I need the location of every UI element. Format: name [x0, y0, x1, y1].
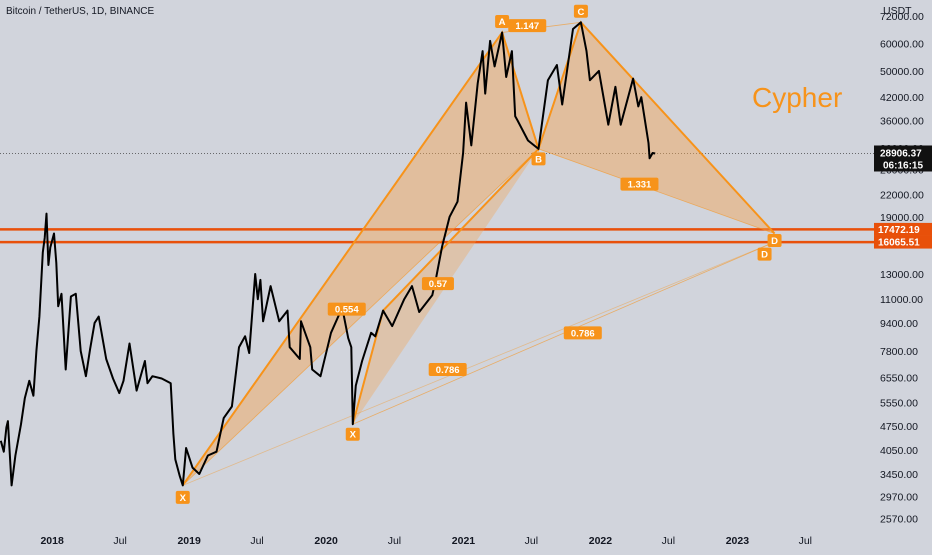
- y-tick-label: 60000.00: [880, 38, 924, 50]
- x-tick-label: 2019: [177, 535, 201, 547]
- point-label-x-bg: [175, 490, 190, 504]
- ratio-label: 0.786: [428, 363, 467, 377]
- ratio-label: 1.147: [508, 19, 547, 33]
- x-tick-label: Jul: [250, 535, 263, 547]
- x-tick-label: 2020: [314, 535, 338, 547]
- x-tick-label: Jul: [525, 535, 538, 547]
- price-series: [0, 21, 656, 487]
- point2-label-d-bg: [757, 247, 772, 261]
- level-price-text: 17472.19: [878, 225, 920, 236]
- y-tick-label: 19000.00: [880, 212, 924, 224]
- harmonic-patterns: [181, 20, 776, 486]
- point-label-a-text: A: [499, 17, 506, 28]
- point-label-c-text: C: [577, 7, 584, 18]
- pattern2-xd-line: [352, 241, 775, 425]
- ratio-label-text: 1.331: [628, 180, 652, 191]
- point-label-d: D: [767, 234, 782, 248]
- x-tick-label: 2021: [452, 535, 476, 547]
- y-tick-label: 2570.00: [880, 513, 918, 525]
- x-tick-label: Jul: [799, 535, 812, 547]
- point-label-x: X: [175, 490, 190, 504]
- y-tick-label: 7800.00: [880, 346, 918, 358]
- y-tick-label: 4750.00: [880, 421, 918, 433]
- point-label-b-bg: [531, 152, 546, 166]
- level-price-text: 16065.51: [878, 238, 920, 249]
- pattern-xb-line: [182, 148, 539, 486]
- point-label-a-bg: [495, 14, 510, 28]
- ratio-label: 0.786: [563, 326, 602, 340]
- ratio-label-text: 0.786: [571, 328, 595, 339]
- ratio-label-bg: [428, 363, 467, 377]
- ratio-label-text: 0.786: [436, 365, 460, 376]
- pattern-labels: X A B C D X D 1.147 1.331 0.554 0.57 0.786 0.786: [175, 4, 782, 504]
- last-price-text: 28906.37: [880, 148, 922, 159]
- ratio-label-text: 0.554: [335, 305, 359, 316]
- y-axis[interactable]: 72000.00 60000.00 50000.00 42000.00 36000.00…: [874, 11, 932, 526]
- pattern-xd-line: [182, 241, 775, 486]
- last-price-tag: [874, 145, 932, 172]
- ratio-label: 1.331: [620, 177, 659, 191]
- point2-label-x: X: [345, 427, 360, 441]
- x-tick-label: 2018: [40, 535, 64, 547]
- y-tick-label: 36000.00: [880, 115, 924, 127]
- point-label-x-text: X: [180, 493, 187, 504]
- pattern-bcd-fill: [538, 22, 775, 234]
- y-unit-label: USDT: [883, 5, 912, 17]
- point2-label-x-text: X: [350, 430, 357, 441]
- x-tick-label: Jul: [113, 535, 126, 547]
- point-label-d-text: D: [771, 236, 778, 247]
- point-label-b-text: B: [535, 154, 542, 165]
- point-label-d-bg: [767, 234, 782, 248]
- point-label-c: C: [573, 4, 588, 18]
- level-price-tag: [874, 235, 932, 249]
- ratio-label-text: 1.147: [515, 21, 539, 32]
- y-tick-label: 72000.00: [880, 11, 924, 23]
- y-tick-label: 9400.00: [880, 318, 918, 330]
- ratio-label: 0.57: [421, 277, 454, 291]
- point2-label-d: D: [757, 247, 772, 261]
- ratio-label-text: 0.57: [429, 279, 448, 290]
- y-tick-label: 6550.00: [880, 372, 918, 384]
- ratio-label-bg: [508, 19, 547, 33]
- y-tick-label: 42000.00: [880, 92, 924, 104]
- y-tick-label: 4050.00: [880, 445, 918, 457]
- point-label-c-bg: [573, 4, 588, 18]
- chart-title: Bitcoin / TetherUS, 1D, BINANCE: [6, 6, 155, 17]
- x-tick-label: Jul: [662, 535, 675, 547]
- pattern2-fill: [352, 148, 539, 425]
- y-tick-label: 22000.00: [880, 190, 924, 202]
- ratio-label-bg: [620, 177, 659, 191]
- price-line: [0, 21, 656, 487]
- x-tick-label: 2023: [726, 535, 750, 547]
- ratio-label: 0.554: [327, 302, 366, 316]
- countdown-text: 06:16:15: [883, 160, 923, 171]
- y-tick-label: 3450.00: [880, 469, 918, 481]
- y-tick-label: 13000.00: [880, 269, 924, 281]
- point2-label-d-text: D: [761, 250, 768, 261]
- x-tick-label: Jul: [388, 535, 401, 547]
- point2-label-x-bg: [345, 427, 360, 441]
- level-price-tag: [874, 222, 932, 236]
- y-tick-label: 11000.00: [880, 294, 923, 306]
- ratio-label-bg: [327, 302, 366, 316]
- ratio-label-bg: [421, 277, 454, 291]
- ratio-label-bg: [563, 326, 602, 340]
- y-tick-label: 50000.00: [880, 66, 924, 78]
- pattern-title: Cypher: [752, 82, 842, 113]
- y-tick-label: 5550.00: [880, 397, 918, 409]
- x-axis[interactable]: 2018 Jul 2019 Jul 2020 Jul 2021 Jul 2022 Jul 2023 J…: [40, 535, 812, 547]
- y-tick-label: 2970.00: [880, 492, 918, 504]
- x-tick-label: 2022: [589, 535, 613, 547]
- horizontal-levels: [0, 153, 874, 244]
- point-label-a: A: [495, 14, 510, 28]
- point-label-b: B: [531, 152, 546, 166]
- pattern-xab-fill: [182, 32, 539, 486]
- pattern-bd-line: [538, 148, 775, 234]
